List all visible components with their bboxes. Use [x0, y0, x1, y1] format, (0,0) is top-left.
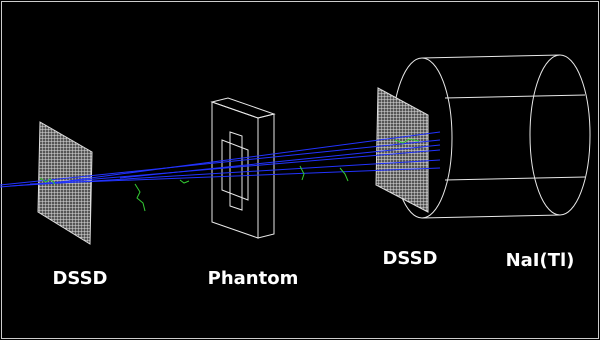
simulation-view: DSSD Phantom DSSD NaI(Tl)	[0, 0, 600, 340]
label: DSSD	[52, 268, 107, 289]
label: DSSD	[382, 248, 437, 269]
label: NaI(Tl)	[506, 250, 575, 271]
label: Phantom	[208, 268, 299, 289]
page: DSSD Phantom DSSD NaI(Tl) (() => { const…	[0, 0, 600, 340]
